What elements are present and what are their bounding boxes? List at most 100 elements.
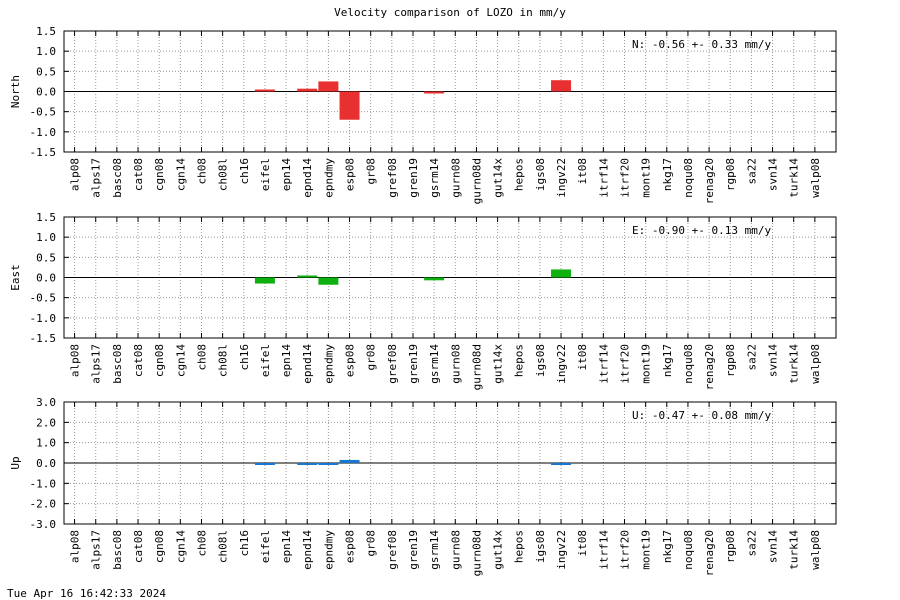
east-xtick-label: gr08 — [365, 344, 378, 371]
north-xtick-label: gurn08d — [470, 158, 483, 204]
up-xtick-label: cgn14 — [174, 530, 187, 563]
up-xtick-label: gut14x — [492, 530, 505, 570]
east-xtick-label: ch08 — [195, 344, 208, 371]
north-annotation: N: -0.56 +- 0.33 mm/y — [632, 38, 771, 51]
east-xtick-label: rgp08 — [724, 344, 737, 377]
north-xtick-label: gren19 — [407, 158, 420, 198]
up-xtick-label: gurn08d — [470, 530, 483, 576]
east-ytick-label: 0.0 — [36, 272, 56, 285]
north-xtick-label: turk14 — [788, 158, 801, 198]
north-xtick-label: ch08l — [217, 158, 230, 191]
north-bar-gsrm14 — [424, 91, 445, 94]
east-xtick-label: igs08 — [534, 344, 547, 377]
east-ytick-label: 1.0 — [36, 231, 56, 244]
north-ytick-label: -1.0 — [30, 126, 57, 139]
east-axis-label: East — [9, 264, 22, 291]
east-xtick-label: renag20 — [703, 344, 716, 390]
up-xtick-label: gr08 — [365, 530, 378, 557]
up-xtick-label: epndmy — [322, 530, 335, 570]
north-xtick-label: nkg17 — [661, 158, 674, 191]
east-ytick-label: -0.5 — [30, 292, 57, 305]
east-xtick-label: basc08 — [111, 344, 124, 384]
north-bar-epndmy — [318, 81, 339, 92]
east-xtick-label: alp08 — [69, 344, 82, 377]
north-bar-eifel — [254, 89, 275, 92]
east-xtick-label: epnd14 — [301, 344, 314, 384]
north-xtick-label: svn14 — [767, 158, 780, 191]
east-xtick-label: ch08l — [217, 344, 230, 377]
chart-title: Velocity comparison of LOZO in mm/y — [334, 6, 566, 19]
up-xtick-label: mont19 — [640, 530, 653, 570]
north-xtick-label: eifel — [259, 158, 272, 191]
east-xtick-label: gurn08 — [449, 344, 462, 384]
north-xtick-label: cgn08 — [153, 158, 166, 191]
east-xtick-label: eifel — [259, 344, 272, 377]
north-ytick-label: -0.5 — [30, 106, 57, 119]
north-xtick-label: epnd14 — [301, 158, 314, 198]
timestamp: Tue Apr 16 16:42:33 2024 — [7, 587, 166, 600]
up-xtick-label: ch08 — [195, 530, 208, 557]
north-xtick-label: mont19 — [640, 158, 653, 198]
up-plot-frame — [63, 401, 837, 525]
north-xtick-label: rgp08 — [724, 158, 737, 191]
up-xtick-label: ingv22 — [555, 530, 568, 570]
north-ytick-label: 0.5 — [36, 65, 56, 78]
east-xtick-label: gref08 — [386, 344, 399, 384]
north-xtick-label: gref08 — [386, 158, 399, 198]
east-xtick-label: cat08 — [132, 344, 145, 377]
north-xtick-label: hepos — [513, 158, 526, 191]
up-xtick-label: ch08l — [217, 530, 230, 563]
east-bar-epndmy — [318, 277, 339, 285]
north-bar-ingv22 — [551, 80, 572, 92]
north-bar-epnd14 — [297, 88, 318, 92]
north-ytick-label: 0.0 — [36, 86, 56, 99]
up-xtick-label: gurn08 — [449, 530, 462, 570]
east-xtick-label: gren19 — [407, 344, 420, 384]
north-plot-frame — [63, 30, 837, 153]
east-xtick-label: epndmy — [322, 344, 335, 384]
up-xtick-label: nkg17 — [661, 530, 674, 563]
up-xtick-label: epnd14 — [301, 530, 314, 570]
up-ytick-label: -3.0 — [30, 518, 57, 531]
up-xtick-label: esp08 — [344, 530, 357, 563]
east-bar-gsrm14 — [424, 277, 445, 281]
east-ytick-label: -1.5 — [30, 332, 57, 345]
north-xtick-label: gurn08 — [449, 158, 462, 198]
east-xtick-label: nkg17 — [661, 344, 674, 377]
north-xtick-label: noqu08 — [682, 158, 695, 198]
north-axis-label: North — [9, 75, 22, 108]
east-xtick-label: mont19 — [640, 344, 653, 384]
east-xtick-label: gurn08d — [470, 344, 483, 390]
up-xtick-label: rgp08 — [724, 530, 737, 563]
east-xtick-label: esp08 — [344, 344, 357, 377]
up-bar-ingv22 — [551, 463, 572, 465]
up-xtick-label: walp08 — [809, 530, 822, 570]
east-xtick-label: it08 — [576, 344, 589, 371]
north-xtick-label: gut14x — [492, 158, 505, 198]
north-xtick-label: it08 — [576, 158, 589, 185]
east-xtick-label: epn14 — [280, 344, 293, 377]
north-xtick-label: igs08 — [534, 158, 547, 191]
east-xtick-label: itrf20 — [618, 344, 631, 384]
up-xtick-label: itrf20 — [618, 530, 631, 570]
north-xtick-label: ch16 — [238, 158, 251, 185]
up-bar-eifel — [254, 463, 275, 465]
east-xtick-label: alps17 — [90, 344, 103, 384]
east-xtick-label: ingv22 — [555, 344, 568, 384]
north-xtick-label: gr08 — [365, 158, 378, 185]
north-ytick-label: 1.5 — [36, 25, 56, 38]
up-xtick-label: cgn08 — [153, 530, 166, 563]
east-xtick-label: cgn14 — [174, 344, 187, 377]
up-ytick-label: 1.0 — [36, 437, 56, 450]
up-xtick-label: renag20 — [703, 530, 716, 576]
up-xtick-label: alps17 — [90, 530, 103, 570]
up-bar-epnd14 — [297, 463, 318, 465]
up-xtick-label: alp08 — [69, 530, 82, 563]
up-bar-epndmy — [318, 463, 339, 465]
east-bar-eifel — [254, 277, 275, 284]
up-xtick-label: svn14 — [767, 530, 780, 563]
up-xtick-label: it08 — [576, 530, 589, 557]
up-xtick-label: itrf14 — [597, 530, 610, 570]
up-xtick-label: ch16 — [238, 530, 251, 557]
up-xtick-label: cat08 — [132, 530, 145, 563]
